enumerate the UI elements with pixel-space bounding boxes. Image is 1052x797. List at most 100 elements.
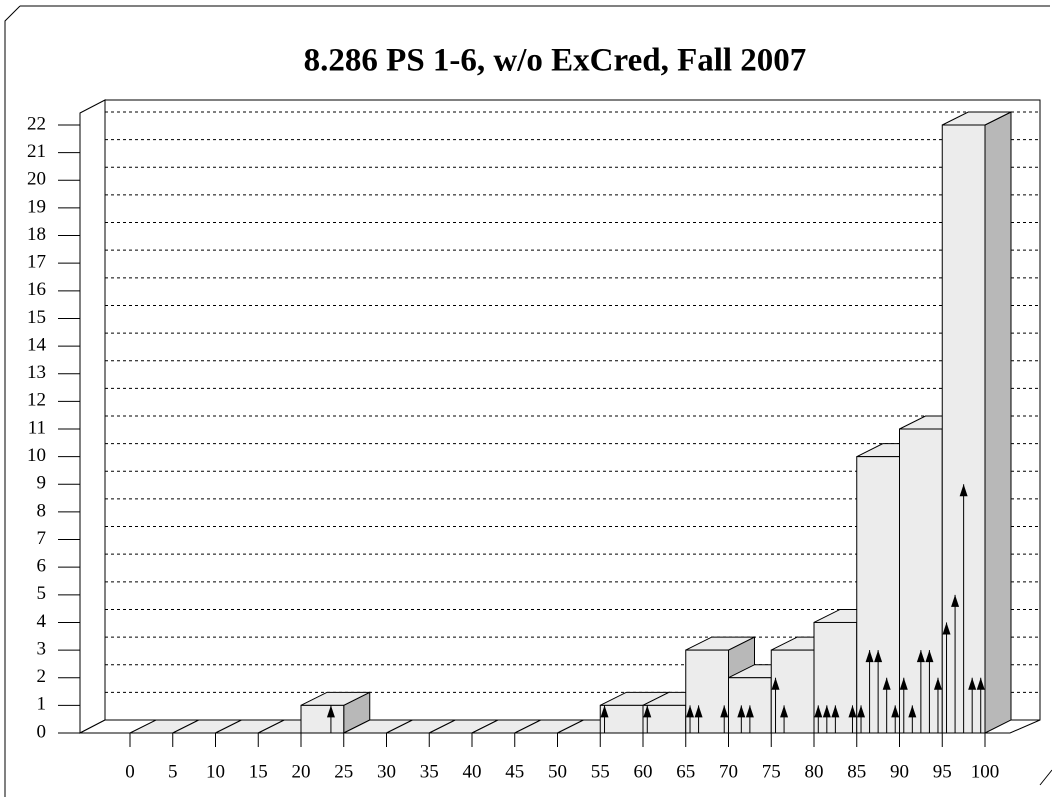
arrow-head — [720, 705, 729, 718]
x-tick-label: 10 — [206, 761, 225, 782]
y-tick-label: 13 — [27, 362, 46, 383]
arrow-head — [976, 677, 985, 690]
score-arrow — [865, 650, 874, 733]
bar — [300, 691, 371, 734]
arrow-head — [874, 650, 883, 663]
x-tick-label: 95 — [933, 761, 952, 782]
score-arrow — [771, 677, 780, 733]
arrow-head — [908, 705, 917, 718]
score-arrow — [899, 677, 908, 733]
score-arrow — [848, 705, 857, 733]
y-tick-label: 15 — [27, 307, 46, 328]
y-tick-label: 6 — [37, 556, 47, 577]
arrow-head — [771, 677, 780, 690]
arrow-head — [848, 705, 857, 718]
x-tick-label: 60 — [634, 761, 653, 782]
y-tick-label: 9 — [37, 473, 47, 494]
score-arrow — [686, 705, 695, 733]
x-tick-label: 25 — [334, 761, 353, 782]
score-arrow — [908, 705, 917, 733]
score-arrow — [942, 622, 951, 733]
score-arrow — [720, 705, 729, 733]
arrow-head — [916, 650, 925, 663]
y-tick-label: 4 — [37, 611, 47, 632]
arrow-head — [933, 677, 942, 690]
arrow-head — [925, 650, 934, 663]
score-arrow — [916, 650, 925, 733]
score-arrow — [882, 677, 891, 733]
bar-side — [984, 111, 1012, 734]
side-wall — [79, 99, 106, 734]
x-tick-label: 35 — [420, 761, 439, 782]
score-arrow — [745, 705, 754, 733]
arrow-head — [814, 705, 823, 718]
chart-title: 8.286 PS 1-6, w/o ExCred, Fall 2007 — [304, 43, 807, 79]
score-arrow — [831, 705, 840, 733]
y-tick-label: 12 — [27, 390, 46, 411]
score-arrow — [326, 705, 335, 733]
y-tick-label: 19 — [27, 196, 46, 217]
y-tick-label: 7 — [37, 528, 47, 549]
y-tick-label: 10 — [27, 445, 46, 466]
score-arrow — [891, 705, 900, 733]
y-tick-label: 2 — [37, 666, 47, 687]
arrow-head — [942, 622, 951, 635]
arrow-head — [899, 677, 908, 690]
bar — [941, 111, 1012, 734]
x-tick-label: 30 — [377, 761, 396, 782]
score-arrow — [925, 650, 934, 733]
score-arrow — [822, 705, 831, 733]
y-tick-label: 17 — [27, 252, 46, 273]
arrow-head — [694, 705, 703, 718]
arrow-head — [600, 705, 609, 718]
y-tick-label: 16 — [27, 279, 46, 300]
y-tick-label: 18 — [27, 224, 46, 245]
arrow-head — [959, 484, 968, 497]
arrow-head — [891, 705, 900, 718]
y-tick-label: 22 — [27, 113, 46, 134]
arrow-head — [686, 705, 695, 718]
arrow-head — [643, 705, 652, 718]
y-tick-label: 8 — [37, 500, 47, 521]
arrow-head — [968, 677, 977, 690]
x-tick-label: 5 — [168, 761, 178, 782]
arrow-head — [951, 594, 960, 607]
x-tick-label: 70 — [719, 761, 738, 782]
x-tick-label: 45 — [505, 761, 524, 782]
bar-front — [599, 704, 644, 734]
y-tick-label: 0 — [37, 721, 47, 742]
arrow-head — [780, 705, 789, 718]
score-arrow — [976, 677, 985, 733]
score-arrow — [737, 705, 746, 733]
x-tick-label: 65 — [676, 761, 695, 782]
score-arrow — [694, 705, 703, 733]
x-tick-label: 15 — [249, 761, 268, 782]
bar-front — [300, 704, 345, 734]
x-tick-label: 100 — [971, 761, 1000, 782]
x-tick-label: 20 — [292, 761, 311, 782]
x-tick-label: 40 — [463, 761, 482, 782]
arrow-head — [882, 677, 891, 690]
score-arrow — [874, 650, 883, 733]
score-arrow — [600, 705, 609, 733]
score-arrow — [959, 484, 968, 733]
x-tick-label: 85 — [847, 761, 866, 782]
bar-front — [685, 649, 729, 734]
bar-front — [642, 704, 687, 734]
bar-front — [770, 649, 815, 734]
x-tick-label: 75 — [762, 761, 781, 782]
score-arrow — [780, 705, 789, 733]
score-arrow — [968, 677, 977, 733]
x-tick-label: 50 — [548, 761, 567, 782]
y-tick-label: 5 — [37, 583, 47, 604]
y-tick-label: 14 — [27, 334, 47, 355]
x-tick-label: 0 — [125, 761, 135, 782]
score-arrow — [951, 594, 960, 733]
arrow-head — [737, 705, 746, 718]
y-tick-label: 3 — [37, 638, 47, 659]
x-tick-label: 90 — [890, 761, 909, 782]
arrow-head — [326, 705, 335, 718]
score-arrow — [814, 705, 823, 733]
arrow-head — [831, 705, 840, 718]
